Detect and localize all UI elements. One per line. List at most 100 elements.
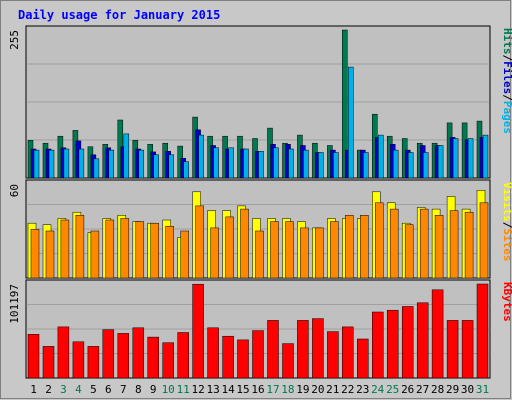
bar-pages [213,147,219,179]
y-max-label: 255 [8,30,21,50]
panel-legend: KBytes [501,282,512,322]
x-tick-label: 11 [177,383,190,396]
x-tick-label: 22 [341,383,354,396]
x-tick-label: 5 [90,383,97,396]
bar-sites [330,221,339,279]
bar-sites [434,215,444,279]
x-tick-label: 21 [326,383,339,396]
bar-sites [165,226,174,279]
bar-sites [75,215,85,279]
bar-kbytes [357,338,369,379]
legend-entry: Pages [501,101,512,134]
legend-entry: / [501,55,512,62]
bar-sites [180,230,189,279]
panel-hits-files-pages: 255 Hits/Files/Pages [8,25,512,179]
bar-kbytes [342,326,354,379]
x-tick-label: 6 [105,383,112,396]
x-tick-label: 12 [191,383,204,396]
bar-kbytes [252,330,264,379]
x-tick-label: 29 [446,383,459,396]
x-tick-label: 18 [281,383,294,396]
bar-sites [345,215,354,279]
bar-pages [63,148,70,179]
x-tick-label: 31 [476,383,489,396]
bar-pages [482,134,489,179]
bar-pages [33,149,40,179]
bar-pages [48,149,55,179]
bar-sites [60,219,70,279]
bar-sites [30,229,40,279]
x-tick-label: 24 [371,383,385,396]
x-tick-label: 25 [386,383,399,396]
bar-sites [285,221,294,279]
bar-pages [183,161,189,179]
x-tick-label: 2 [45,383,52,396]
panel-legend: Hits/Files/Pages [501,28,512,134]
bar-kbytes [476,283,489,379]
bar-sites [270,221,279,279]
bar-kbytes [312,318,324,379]
x-tick-label: 3 [60,383,67,396]
bar-pages [363,152,369,179]
legend-entry: / [501,222,512,229]
bar-pages [138,149,145,179]
x-tick-label: 4 [75,383,82,396]
bar-pages [407,152,414,179]
bar-pages [467,138,474,179]
bar-pages [318,152,324,179]
bar-sites [120,218,130,279]
bar-pages [93,158,100,179]
bar-kbytes [267,320,279,379]
bar-sites [225,216,234,279]
bar-sites [464,211,474,279]
bar-kbytes [57,326,70,379]
bar-sites [150,222,159,279]
bar-pages [123,133,130,179]
chart-panels: 255 Hits/Files/Pages 60 Visits/Sites 101197K… [8,25,512,379]
bar-pages [243,148,249,179]
bar-kbytes [282,343,294,379]
bar-sites [135,221,145,279]
x-tick-label: 17 [266,383,279,396]
bar-sites [360,215,369,279]
bar-sites [300,227,309,279]
bar-pages [392,149,399,179]
bar-sites [45,230,55,279]
x-tick-label: 26 [401,383,414,396]
bar-kbytes [297,320,309,379]
bar-kbytes [207,327,219,379]
x-tick-label: 20 [311,383,324,396]
bar-kbytes [327,331,339,379]
bar-sites [90,230,100,279]
panel-visits-sites: 60 Visits/Sites [8,179,512,279]
bar-kbytes [87,346,100,379]
bar-kbytes [401,306,414,379]
bar-sites [240,208,249,279]
bar-sites [105,219,115,279]
bar-pages [452,138,459,179]
bar-kbytes [27,334,40,379]
panel-kbytes: 101197 KBytes [8,279,512,379]
chart-title: Daily usage for January 2015 [18,8,220,22]
bar-kbytes [431,289,444,379]
bar-sites [195,205,204,279]
bar-sites [389,208,399,279]
bar-kbytes [446,320,459,379]
x-tick-label: 28 [431,383,444,396]
x-tick-label: 30 [461,383,474,396]
bar-kbytes [222,335,234,379]
legend-entry: Hits [501,28,512,55]
bar-sites [419,208,429,279]
panel-legend: Visits/Sites [501,182,512,262]
y-max-label: 60 [8,184,21,197]
x-tick-label: 7 [120,383,127,396]
bar-pages [437,145,444,179]
bar-kbytes [162,342,174,379]
bar-pages [153,154,159,179]
x-tick-label: 23 [356,383,369,396]
x-tick-label: 13 [206,383,219,396]
bar-kbytes [102,329,115,379]
legend-entry: / [501,94,512,101]
bar-kbytes [117,333,130,379]
